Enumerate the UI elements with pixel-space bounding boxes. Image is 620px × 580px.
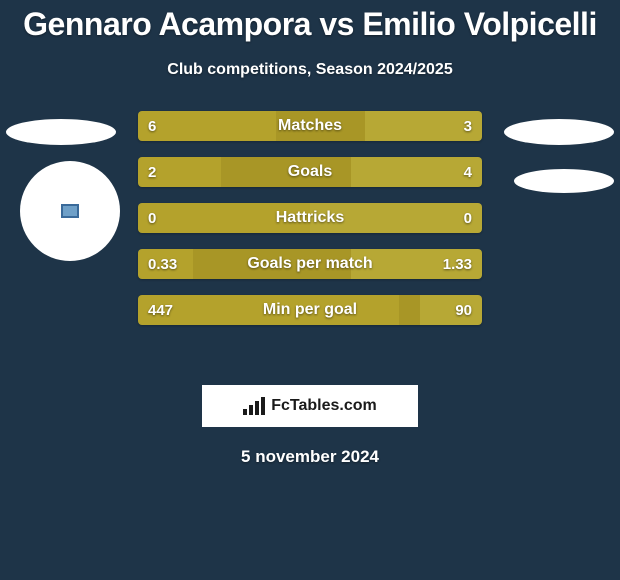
bar-segment-right — [351, 157, 482, 187]
player-right-badge-2 — [514, 169, 614, 193]
bar-segment-right — [365, 111, 482, 141]
bar-segment-mid — [221, 157, 352, 187]
bar-segment-left — [138, 249, 193, 279]
bar-chart-icon — [243, 397, 265, 415]
stat-row: Goals per match0.331.33 — [138, 249, 482, 279]
bar-segment-right — [351, 249, 482, 279]
bar-segment-left — [138, 111, 276, 141]
bar-segment-left — [138, 157, 221, 187]
bar-segment-mid — [399, 295, 420, 325]
player-left-club-badge — [20, 161, 120, 261]
stat-row: Matches63 — [138, 111, 482, 141]
club-logo-icon — [61, 204, 79, 218]
page-title: Gennaro Acampora vs Emilio Volpicelli — [0, 0, 620, 43]
brand-box: FcTables.com — [202, 385, 418, 427]
snapshot-date: 5 november 2024 — [0, 447, 620, 467]
comparison-bars: Matches63 Goals24 Hattricks00 Goals per mat… — [138, 111, 482, 341]
comparison-layout: Matches63 Goals24 Hattricks00 Goals per mat… — [0, 111, 620, 371]
stat-row: Hattricks00 — [138, 203, 482, 233]
bar-segment-mid — [193, 249, 351, 279]
page-subtitle: Club competitions, Season 2024/2025 — [0, 61, 620, 79]
player-right-badge — [504, 119, 614, 145]
bar-segment-left — [138, 295, 399, 325]
stat-row: Goals24 — [138, 157, 482, 187]
bar-segment-left — [138, 203, 310, 233]
bar-segment-right — [420, 295, 482, 325]
stat-row: Min per goal44790 — [138, 295, 482, 325]
bar-segment-mid — [276, 111, 365, 141]
player-left-badge — [6, 119, 116, 145]
brand-label: FcTables.com — [271, 397, 377, 415]
bar-segment-right — [310, 203, 482, 233]
